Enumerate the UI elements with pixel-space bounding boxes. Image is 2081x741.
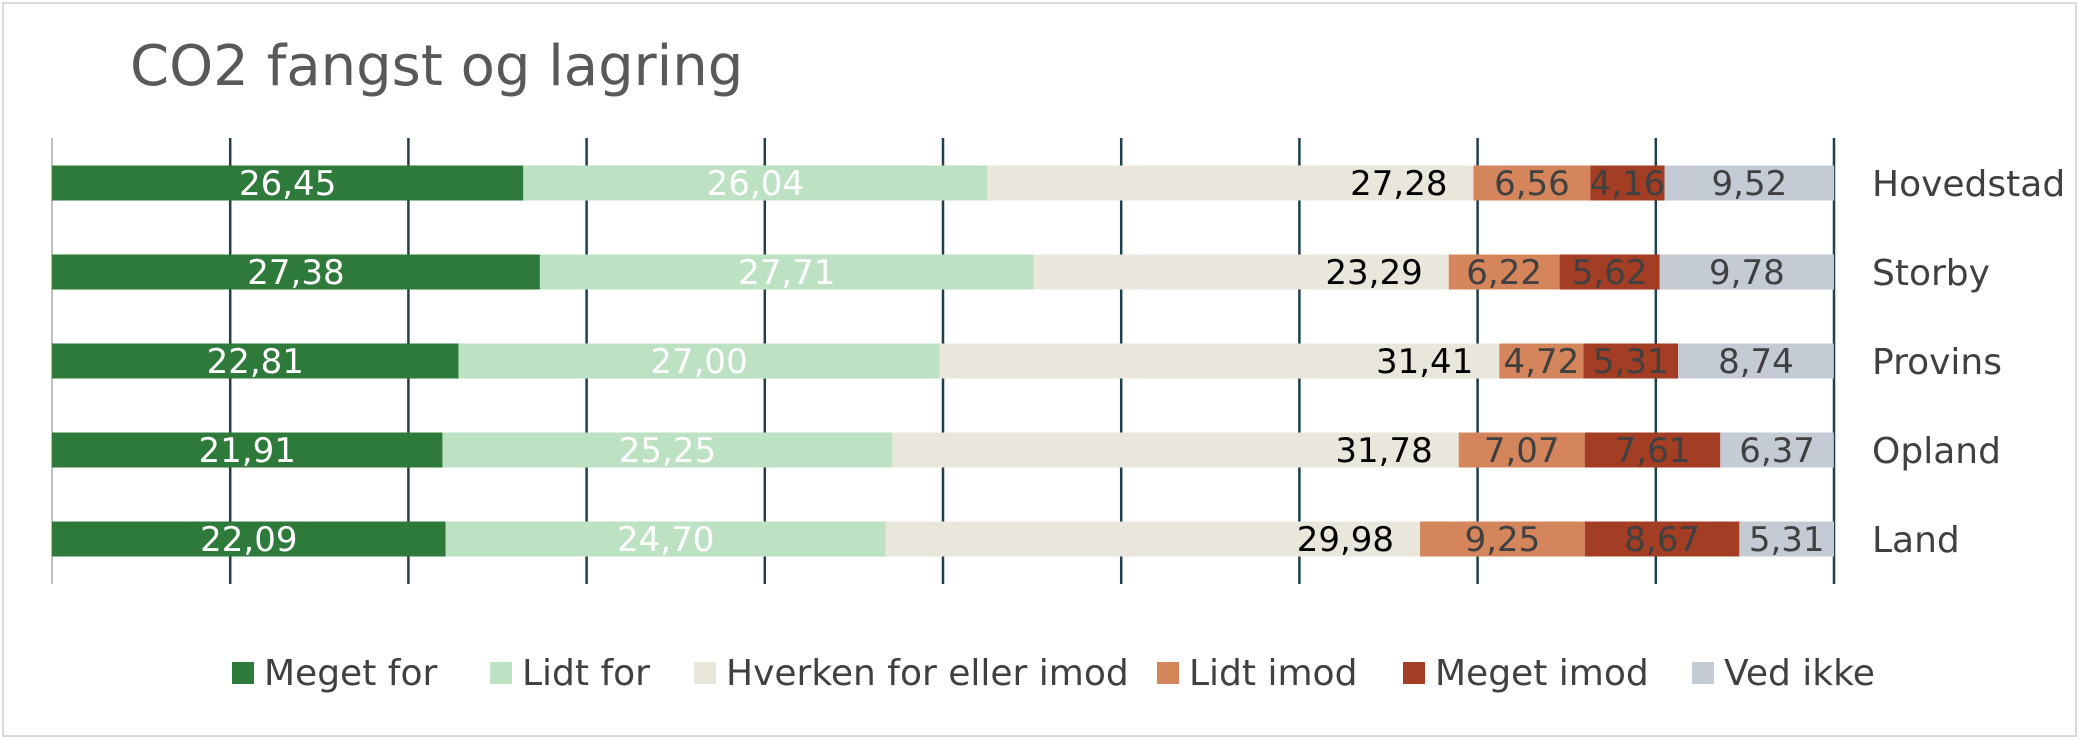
legend-swatch [1692, 662, 1714, 684]
bar-segment [1739, 521, 1834, 557]
category-label: Land [1872, 520, 1960, 561]
data-label: 27,00 [650, 342, 747, 382]
bar-segment [1659, 254, 1834, 290]
bar-segment [52, 165, 524, 201]
bar-segment [1458, 432, 1585, 468]
bar-segment [52, 254, 540, 290]
legend-label: Lidt for [522, 652, 650, 694]
bar-segment [1664, 165, 1835, 201]
legend-swatch [1403, 662, 1425, 684]
legend-item: Hverken for eller imod [694, 648, 1129, 698]
chart-legend: Meget for Lidt for Hverken for eller imod L… [0, 648, 2081, 698]
bar-row-land: 22,09 24,70 29,98 9,25 8,67 5,31 Land [52, 520, 1960, 561]
data-label: 6,37 [1739, 431, 1815, 471]
chart-title: CO2 fangst og lagring [130, 34, 744, 99]
data-label: 9,25 [1465, 520, 1541, 560]
bar-segment [52, 521, 446, 557]
bar-row-hovedstad: 26,45 26,04 27,28 6,56 4,16 9,52 Hovedstad [52, 164, 2065, 205]
data-label: 4,16 [1590, 164, 1666, 204]
legend-item: Lidt for [490, 648, 650, 698]
data-label: 23,29 [1325, 253, 1422, 293]
data-label: 24,70 [617, 520, 714, 560]
bar-row-provins: 22,81 27,00 31,41 4,72 5,31 8,74 Provins [52, 342, 2002, 383]
bar-segment [523, 165, 988, 201]
bar-segment [1720, 432, 1834, 468]
bar-segment [1584, 521, 1740, 557]
bar-segment [445, 521, 886, 557]
bar-segment [1033, 254, 1449, 290]
data-label: 27,71 [738, 253, 835, 293]
legend-item: Lidt imod [1157, 648, 1357, 698]
bar-segment [1559, 254, 1660, 290]
data-label: 21,91 [199, 431, 296, 471]
data-label: 27,38 [247, 253, 344, 293]
data-label: 26,45 [239, 164, 336, 204]
bar-segment [539, 254, 1034, 290]
legend-swatch [1157, 662, 1179, 684]
bar-row-opland: 21,91 25,25 31,78 7,07 7,61 6,37 Opland [52, 431, 2001, 472]
legend-label: Meget imod [1435, 652, 1649, 694]
legend-swatch [490, 662, 512, 684]
data-label: 5,31 [1749, 520, 1825, 560]
bar-segment [52, 432, 443, 468]
data-label: 27,28 [1350, 164, 1447, 204]
bar-segment [1420, 521, 1585, 557]
data-label: 22,09 [200, 520, 297, 560]
bar-segment [939, 343, 1500, 379]
legend-swatch [694, 662, 716, 684]
legend-item: Meget imod [1403, 648, 1649, 698]
data-label: 31,78 [1335, 431, 1432, 471]
data-label: 6,56 [1494, 164, 1570, 204]
data-label: 31,41 [1376, 342, 1473, 382]
bar-segment [1678, 343, 1834, 379]
category-label: Provins [1872, 342, 2002, 383]
data-label: 4,72 [1504, 342, 1580, 382]
data-label: 29,98 [1297, 520, 1394, 560]
legend-item: Ved ikke [1692, 648, 1875, 698]
data-label: 8,67 [1624, 520, 1700, 560]
data-label: 8,74 [1718, 342, 1794, 382]
data-label: 7,07 [1484, 431, 1560, 471]
data-label: 9,52 [1712, 164, 1788, 204]
data-label: 5,31 [1593, 342, 1669, 382]
data-label: 5,62 [1572, 253, 1648, 293]
legend-swatch [232, 662, 254, 684]
legend-label: Hverken for eller imod [726, 652, 1129, 694]
bar-segment [987, 165, 1474, 201]
bar-segment [1584, 432, 1721, 468]
bar-segment [52, 343, 459, 379]
category-label: Opland [1872, 431, 2001, 472]
data-label: 22,81 [207, 342, 304, 382]
bar-row-storby: 27,38 27,71 23,29 6,22 5,62 9,78 Storby [52, 253, 1990, 294]
data-label: 7,61 [1615, 431, 1691, 471]
bar-segment [1590, 165, 1665, 201]
bar-segment [442, 432, 893, 468]
category-label: Hovedstad [1872, 164, 2065, 205]
bar-segment [458, 343, 940, 379]
category-label: Storby [1872, 253, 1990, 294]
bar-segment [1583, 343, 1679, 379]
data-label: 25,25 [619, 431, 716, 471]
legend-label: Lidt imod [1189, 652, 1358, 694]
legend-item: Meget for [232, 648, 437, 698]
bar-segment [1473, 165, 1591, 201]
bar-segment [1499, 343, 1584, 379]
bar-segment [892, 432, 1459, 468]
bar-segment [885, 521, 1421, 557]
data-label: 6,22 [1466, 253, 1542, 293]
data-label: 9,78 [1709, 253, 1785, 293]
legend-label: Ved ikke [1724, 652, 1875, 694]
legend-label: Meget for [264, 652, 438, 694]
bar-segment [1448, 254, 1560, 290]
data-label: 26,04 [707, 164, 804, 204]
